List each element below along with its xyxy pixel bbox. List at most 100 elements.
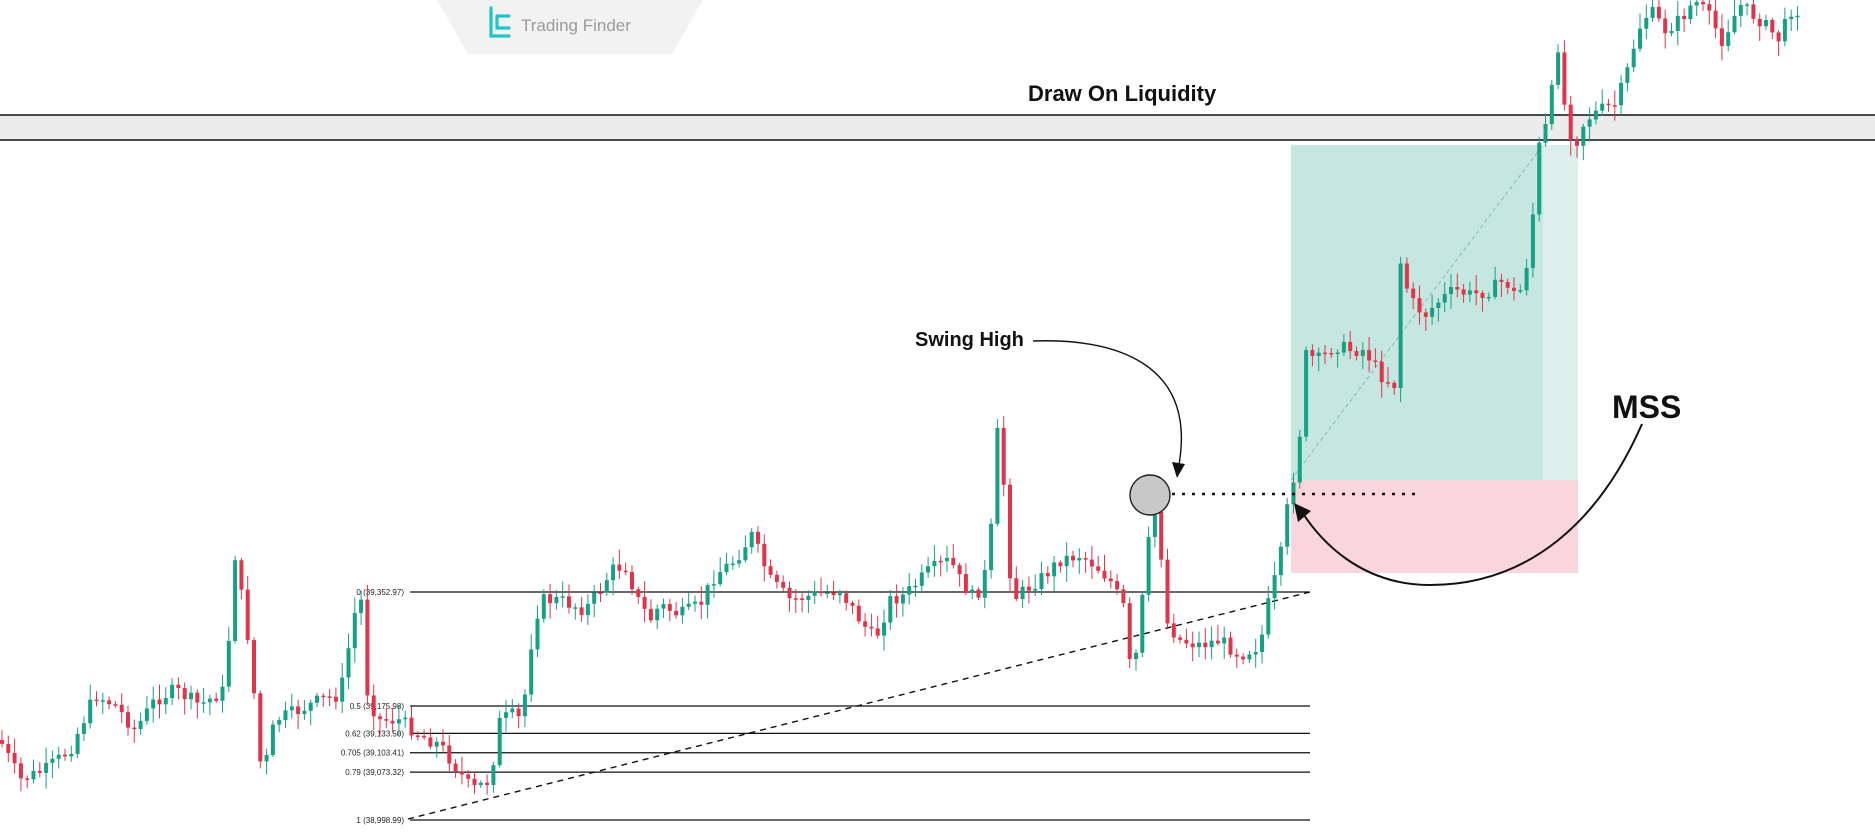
candle-body xyxy=(491,765,496,785)
candle-body xyxy=(705,585,710,605)
loss-zone xyxy=(1291,480,1578,573)
candle-body xyxy=(1077,558,1082,561)
candle-body xyxy=(31,770,36,780)
trading-finder-logo-icon xyxy=(489,6,511,38)
mss-label: MSS xyxy=(1612,389,1681,425)
candle-body xyxy=(837,593,842,596)
candle-body xyxy=(560,596,565,598)
candle-body xyxy=(1014,578,1019,600)
candle-body xyxy=(56,754,61,759)
candle-body xyxy=(176,684,181,689)
candle-body xyxy=(1575,139,1579,146)
candle-body xyxy=(25,778,30,780)
candle-body xyxy=(806,595,811,600)
candle-body xyxy=(157,699,162,705)
candle-body xyxy=(346,648,351,678)
candle-body xyxy=(1764,19,1768,27)
candle-body xyxy=(1499,279,1504,282)
candle-body xyxy=(1348,341,1353,352)
candle-body xyxy=(0,740,4,744)
candle-body xyxy=(214,698,219,701)
candle-body xyxy=(422,735,427,738)
candle-body xyxy=(1593,110,1598,120)
candle-body xyxy=(1581,126,1586,146)
candle-body xyxy=(844,593,849,603)
candle-body xyxy=(195,692,200,703)
candle-body xyxy=(1518,290,1523,292)
candle-body xyxy=(107,700,112,705)
candle-body xyxy=(604,580,609,593)
candle-body xyxy=(1152,511,1157,537)
candle-body xyxy=(1644,17,1649,29)
fib-level-label: 0.79 (39,073.32) xyxy=(345,768,404,777)
candle-body xyxy=(1795,15,1800,18)
fib-level-label: 0.62 (39,133.50) xyxy=(345,729,404,738)
candle-body xyxy=(428,737,433,747)
candle-body xyxy=(12,753,17,764)
candle-body xyxy=(655,608,660,621)
candle-body xyxy=(1694,2,1699,6)
candle-body xyxy=(409,717,414,736)
candle-body xyxy=(636,589,641,597)
candle-body xyxy=(730,563,735,565)
candle-body xyxy=(1146,536,1151,595)
candle-body xyxy=(1108,578,1113,582)
candle-body xyxy=(1430,307,1435,317)
candles xyxy=(0,0,1800,795)
candle-body xyxy=(1140,594,1145,653)
candle-body xyxy=(1656,6,1661,19)
candle-body xyxy=(472,778,477,786)
candle-body xyxy=(1083,558,1088,560)
candle-body xyxy=(1556,52,1561,85)
candle-body xyxy=(441,741,445,746)
mss-arrowhead-icon xyxy=(1294,503,1311,522)
candle-body xyxy=(737,560,742,564)
trend-line xyxy=(407,591,1311,820)
candle-body xyxy=(403,717,408,720)
candle-body xyxy=(459,771,464,775)
candle-body xyxy=(1134,652,1138,660)
profit-zone xyxy=(1291,145,1543,480)
candle-body xyxy=(1625,67,1630,83)
candle-body xyxy=(1549,84,1554,125)
candle-body xyxy=(995,428,1000,524)
candle-body xyxy=(1537,142,1542,215)
candle-body xyxy=(1455,287,1460,290)
candle-body xyxy=(630,571,634,590)
candle-body xyxy=(1373,360,1378,363)
candle-body xyxy=(768,566,773,575)
candle-body xyxy=(1530,214,1535,268)
candle-body xyxy=(1064,555,1069,567)
candle-body xyxy=(396,719,401,724)
candle-body xyxy=(220,686,225,701)
candle-body xyxy=(894,596,899,604)
brand-name: Trading Finder xyxy=(521,16,631,35)
candle-body xyxy=(661,604,666,609)
candle-body xyxy=(1171,623,1176,638)
candle-body xyxy=(352,613,357,649)
candle-body xyxy=(642,596,647,609)
candle-body xyxy=(1776,32,1781,42)
candle-body xyxy=(1341,341,1346,353)
candle-body xyxy=(1222,637,1227,644)
candle-body xyxy=(749,531,754,548)
candle-body xyxy=(856,605,861,622)
candle-body xyxy=(825,592,830,594)
candle-body xyxy=(327,696,332,698)
candle-body xyxy=(1020,586,1025,600)
candle-body xyxy=(371,695,376,717)
candle-body xyxy=(1512,287,1516,291)
candle-body xyxy=(957,565,962,575)
candle-body xyxy=(1058,562,1063,567)
candle-body xyxy=(6,743,11,754)
candle-body xyxy=(485,782,490,785)
candle-body xyxy=(667,604,672,611)
candle-body xyxy=(567,596,571,608)
candle-body xyxy=(88,699,93,724)
candle-body xyxy=(623,570,628,573)
candle-body xyxy=(258,693,263,762)
candle-body xyxy=(1524,267,1529,291)
candle-body xyxy=(919,572,924,586)
candle-body xyxy=(1304,350,1309,437)
candle-body xyxy=(1203,642,1208,648)
